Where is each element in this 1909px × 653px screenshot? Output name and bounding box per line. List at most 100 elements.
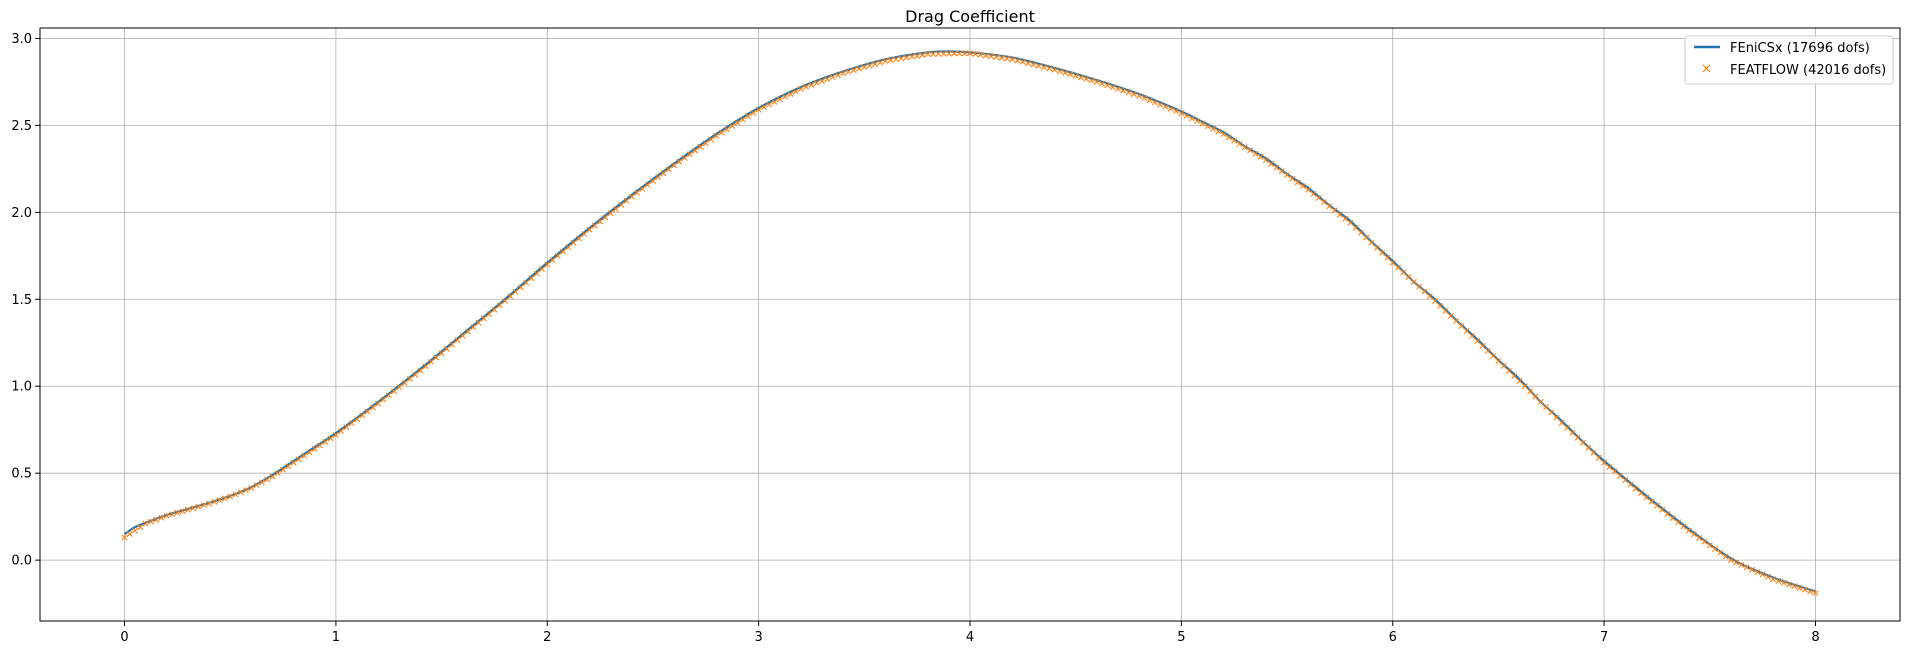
featflow-marker xyxy=(248,484,255,491)
featflow-marker xyxy=(317,442,324,449)
featflow-marker xyxy=(1342,215,1349,222)
featflow-marker xyxy=(290,459,297,466)
featflow-marker xyxy=(1236,140,1243,147)
featflow-marker xyxy=(1268,160,1275,167)
plot-area xyxy=(121,50,1819,597)
featflow-marker xyxy=(121,534,128,541)
featflow-marker xyxy=(612,206,619,213)
featflow-marker xyxy=(1690,531,1697,538)
featflow-marker xyxy=(760,104,767,111)
featflow-marker xyxy=(396,384,403,391)
featflow-marker xyxy=(1601,459,1608,466)
featflow-marker xyxy=(158,514,165,521)
featflow-marker xyxy=(1062,69,1069,76)
featflow-marker xyxy=(1204,123,1211,130)
featflow-marker xyxy=(417,367,424,374)
featflow-marker xyxy=(1014,57,1021,64)
featflow-marker xyxy=(1505,368,1512,375)
featflow-marker xyxy=(634,189,641,196)
featflow-marker xyxy=(401,379,408,386)
featflow-marker xyxy=(1331,207,1338,214)
featflow-marker xyxy=(660,170,667,177)
featflow-marker xyxy=(945,50,952,57)
featflow-marker xyxy=(1093,78,1100,85)
featflow-marker xyxy=(1273,164,1280,171)
featflow-marker xyxy=(1130,91,1137,98)
featflow-marker xyxy=(1109,84,1116,91)
featflow-marker xyxy=(1727,557,1734,564)
x-tick-label: 7 xyxy=(1600,630,1608,645)
featflow-marker xyxy=(1400,269,1407,276)
featflow-marker xyxy=(523,279,530,286)
featflow-marker xyxy=(1019,58,1026,65)
featflow-marker xyxy=(623,197,630,204)
featflow-marker xyxy=(1680,523,1687,530)
featflow-marker xyxy=(1780,579,1787,586)
featflow-marker xyxy=(369,404,376,411)
featflow-marker xyxy=(232,491,239,498)
featflow-marker xyxy=(1194,118,1201,125)
featflow-marker xyxy=(1468,333,1475,340)
featflow-marker xyxy=(1410,278,1417,285)
featflow-marker xyxy=(676,158,683,165)
featflow-marker xyxy=(1764,573,1771,580)
series-markers-featflow xyxy=(121,50,1819,597)
featflow-marker xyxy=(1358,229,1365,236)
y-tick-label: 0.5 xyxy=(11,467,32,482)
featflow-marker xyxy=(1035,62,1042,69)
featflow-marker xyxy=(1606,464,1613,471)
x-tick-label: 0 xyxy=(120,630,128,645)
featflow-marker xyxy=(1500,363,1507,370)
featflow-marker xyxy=(1231,137,1238,144)
featflow-marker xyxy=(618,201,625,208)
featflow-marker xyxy=(1067,71,1074,78)
featflow-marker xyxy=(1675,519,1682,526)
featflow-marker xyxy=(1040,64,1047,71)
featflow-marker xyxy=(940,50,947,57)
featflow-marker xyxy=(665,166,672,173)
featflow-marker xyxy=(454,337,461,344)
featflow-marker xyxy=(1056,68,1063,75)
featflow-marker xyxy=(961,50,968,57)
featflow-marker xyxy=(1458,323,1465,330)
featflow-marker xyxy=(1611,468,1618,475)
featflow-marker xyxy=(1157,101,1164,108)
featflow-marker xyxy=(1786,581,1793,588)
featflow-marker xyxy=(1188,115,1195,122)
featflow-marker xyxy=(1072,72,1079,79)
featflow-marker xyxy=(380,396,387,403)
featflow-marker xyxy=(227,493,234,500)
featflow-marker xyxy=(1453,318,1460,325)
featflow-marker xyxy=(1437,303,1444,310)
featflow-marker xyxy=(1183,112,1190,119)
featflow-marker xyxy=(1733,559,1740,566)
featflow-marker xyxy=(1548,409,1555,416)
featflow-marker xyxy=(153,516,160,523)
featflow-marker xyxy=(1685,527,1692,534)
featflow-marker xyxy=(211,498,218,505)
featflow-marker xyxy=(856,65,863,72)
featflow-marker xyxy=(1484,348,1491,355)
featflow-marker xyxy=(1099,80,1106,87)
featflow-marker xyxy=(713,132,720,139)
featflow-marker xyxy=(1511,373,1518,380)
featflow-marker xyxy=(766,101,773,108)
featflow-marker xyxy=(502,298,508,305)
featflow-marker xyxy=(824,76,831,83)
featflow-marker xyxy=(375,400,382,407)
featflow-marker xyxy=(1542,404,1549,411)
featflow-marker xyxy=(591,222,598,229)
featflow-marker xyxy=(1474,338,1481,345)
featflow-marker xyxy=(443,345,450,352)
featflow-marker xyxy=(475,319,482,326)
featflow-marker xyxy=(1225,134,1232,141)
featflow-marker xyxy=(898,55,905,62)
legend-box xyxy=(1684,35,1894,85)
featflow-marker xyxy=(1426,293,1433,300)
featflow-marker xyxy=(866,62,873,69)
featflow-marker xyxy=(829,74,836,81)
featflow-marker xyxy=(343,424,350,431)
featflow-marker xyxy=(322,438,329,445)
featflow-marker xyxy=(1141,95,1148,101)
featflow-marker xyxy=(972,50,979,57)
